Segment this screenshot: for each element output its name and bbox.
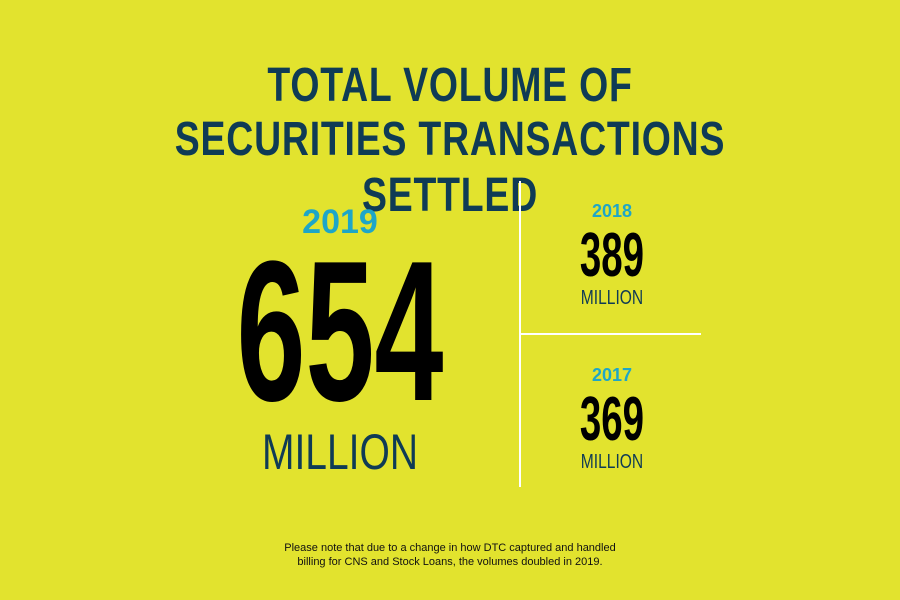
- stat-2018-unit: MILLION: [580, 287, 644, 309]
- main-stat-value: 654: [236, 220, 444, 443]
- stat-2018-value: 389: [579, 221, 645, 290]
- horizontal-divider: [520, 333, 701, 335]
- footnote-line-2: billing for CNS and Stock Loans, the vol…: [297, 556, 603, 568]
- footnote: Please note that due to a change in how …: [230, 541, 670, 569]
- stat-2017-value: 369: [579, 385, 645, 454]
- main-stat-year: 2019: [302, 203, 378, 241]
- stat-2018-year: 2018: [591, 201, 633, 221]
- main-stat-unit: MILLION: [261, 424, 419, 480]
- stat-2017-year: 2017: [591, 365, 633, 385]
- title-line-2: SECURITIES TRANSACTIONS SETTLED: [174, 113, 726, 222]
- stat-2017-unit: MILLION: [580, 451, 644, 473]
- title-line-1: TOTAL VOLUME OF: [267, 59, 633, 112]
- footnote-line-1: Please note that due to a change in how …: [284, 542, 616, 554]
